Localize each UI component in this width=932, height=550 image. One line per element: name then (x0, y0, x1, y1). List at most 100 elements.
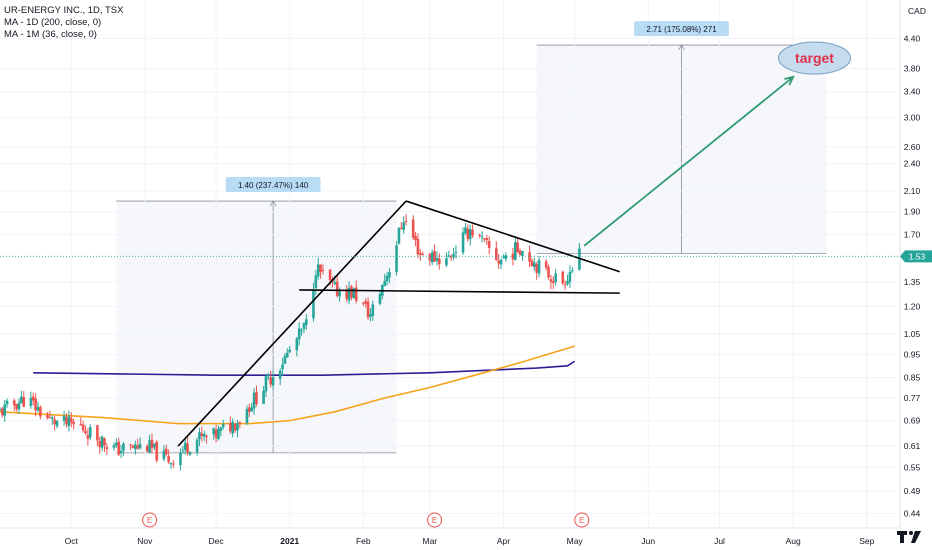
candle-body (53, 419, 56, 425)
candle-body (333, 282, 337, 284)
drawings-layer (0, 75, 900, 447)
price-tick-label: 3.80 (904, 64, 921, 74)
candle-body (288, 349, 292, 353)
price-tick-label: 2.40 (904, 158, 921, 168)
price-tick-label: 4.40 (904, 33, 921, 43)
candle-body (528, 252, 531, 262)
legend-ma-36[interactable]: MA - 1M (36, close, 0) (4, 29, 97, 40)
candle-body (385, 275, 389, 282)
candle-body (186, 443, 189, 453)
measure-label-1: 1.40 (237.47%) 140 (238, 181, 309, 190)
currency-label[interactable]: CAD (908, 6, 926, 16)
candle-body (566, 280, 569, 285)
price-axis-bg[interactable] (900, 0, 932, 550)
candle-body (570, 270, 574, 272)
candle-body (533, 262, 536, 267)
candle-body (347, 287, 351, 301)
candle-body (267, 375, 270, 377)
candle-body (435, 258, 439, 261)
candle-body (466, 228, 470, 240)
price-tick-label: 1.35 (904, 277, 921, 287)
candle-body (252, 392, 256, 409)
tradingview-logo-icon[interactable] (895, 527, 925, 545)
price-tick-label: 0.69 (904, 416, 921, 426)
candle-body (535, 264, 538, 273)
candle-body (419, 252, 422, 255)
candle-body (416, 238, 420, 255)
candle-body (445, 258, 448, 266)
candle-body (198, 432, 201, 440)
candle-body (335, 281, 339, 296)
candle-body (264, 376, 268, 392)
candle-body (428, 254, 432, 261)
candle-body (454, 251, 458, 253)
projection-arrow-head (784, 75, 795, 86)
trendline-base (299, 289, 620, 294)
candle-body (115, 442, 118, 446)
candle-body (433, 250, 436, 262)
price-axis[interactable]: 4.40 3.80 3.40 3.00 2.60 2.40 2.10 1.90 1.70 1.35… (899, 0, 932, 550)
candle-body (397, 227, 401, 244)
candle-body (17, 402, 21, 410)
candle-body (495, 248, 498, 261)
price-tick-label: 2.10 (904, 186, 921, 196)
last-price-tag[interactable]: 1.53 (900, 250, 932, 263)
candle-body (395, 245, 398, 273)
time-tick-label: Sep (859, 536, 874, 546)
candle-body (421, 254, 424, 256)
candle-body (338, 291, 341, 297)
price-tick-label: 1.90 (904, 207, 921, 217)
time-axis[interactable]: Oct Nov Dec 2021 Feb Mar Apr May Jun Jul Aug Sep (0, 527, 900, 546)
candle-body (181, 450, 185, 452)
candle-body (485, 238, 489, 241)
candle-body (471, 229, 474, 236)
price-tick-label: 3.40 (904, 87, 921, 97)
candle-body (88, 427, 92, 438)
candle-body (219, 427, 223, 431)
legend-ma-200[interactable]: MA - 1D (200, close, 0) (4, 17, 102, 28)
candle-body (497, 260, 500, 264)
candle-body (31, 396, 35, 401)
candle-body (551, 281, 555, 284)
candle-body (283, 355, 287, 364)
candle-body (200, 433, 204, 437)
candle-body (388, 272, 391, 278)
candle-body (202, 433, 206, 437)
legend-symbol[interactable]: UR-ENERGY INC., 1D, TSX (4, 5, 124, 16)
candle-body (112, 444, 116, 448)
candle-body (366, 301, 370, 318)
candle-body (518, 250, 522, 255)
ma-36m-line (33, 360, 576, 376)
earnings-marker[interactable] (574, 512, 590, 528)
price-tick-label: 0.44 (904, 508, 921, 518)
candle-body (438, 258, 441, 265)
earnings-marker[interactable] (427, 512, 443, 528)
last-price-value: 1.53 (909, 251, 926, 261)
candle-body (164, 448, 168, 455)
candle-body (67, 416, 71, 427)
candle-body (452, 253, 455, 258)
candle-body (96, 425, 99, 441)
candle-body (150, 439, 154, 449)
candle-body (281, 364, 284, 370)
candle-body (269, 377, 273, 385)
candle-body (1, 408, 4, 416)
measure-box-1 (116, 201, 397, 453)
candle-body (122, 443, 125, 451)
candle-body (371, 304, 375, 317)
candle-body (229, 423, 232, 432)
price-tick-label: 0.61 (904, 441, 921, 451)
candle-body (72, 422, 75, 425)
chart-legend: UR-ENERGY INC., 1D, TSX MA - 1D (200, cl… (4, 5, 123, 41)
candle-body (55, 420, 59, 427)
candle-body (262, 390, 265, 404)
earnings-marker[interactable] (142, 512, 158, 528)
candle-body (480, 236, 484, 238)
candle-body (364, 301, 367, 304)
candle-body (487, 241, 491, 248)
candle-body (231, 421, 235, 434)
candle-body (549, 279, 553, 282)
time-tick-label: 2021 (280, 536, 299, 546)
candle-body (65, 417, 68, 425)
